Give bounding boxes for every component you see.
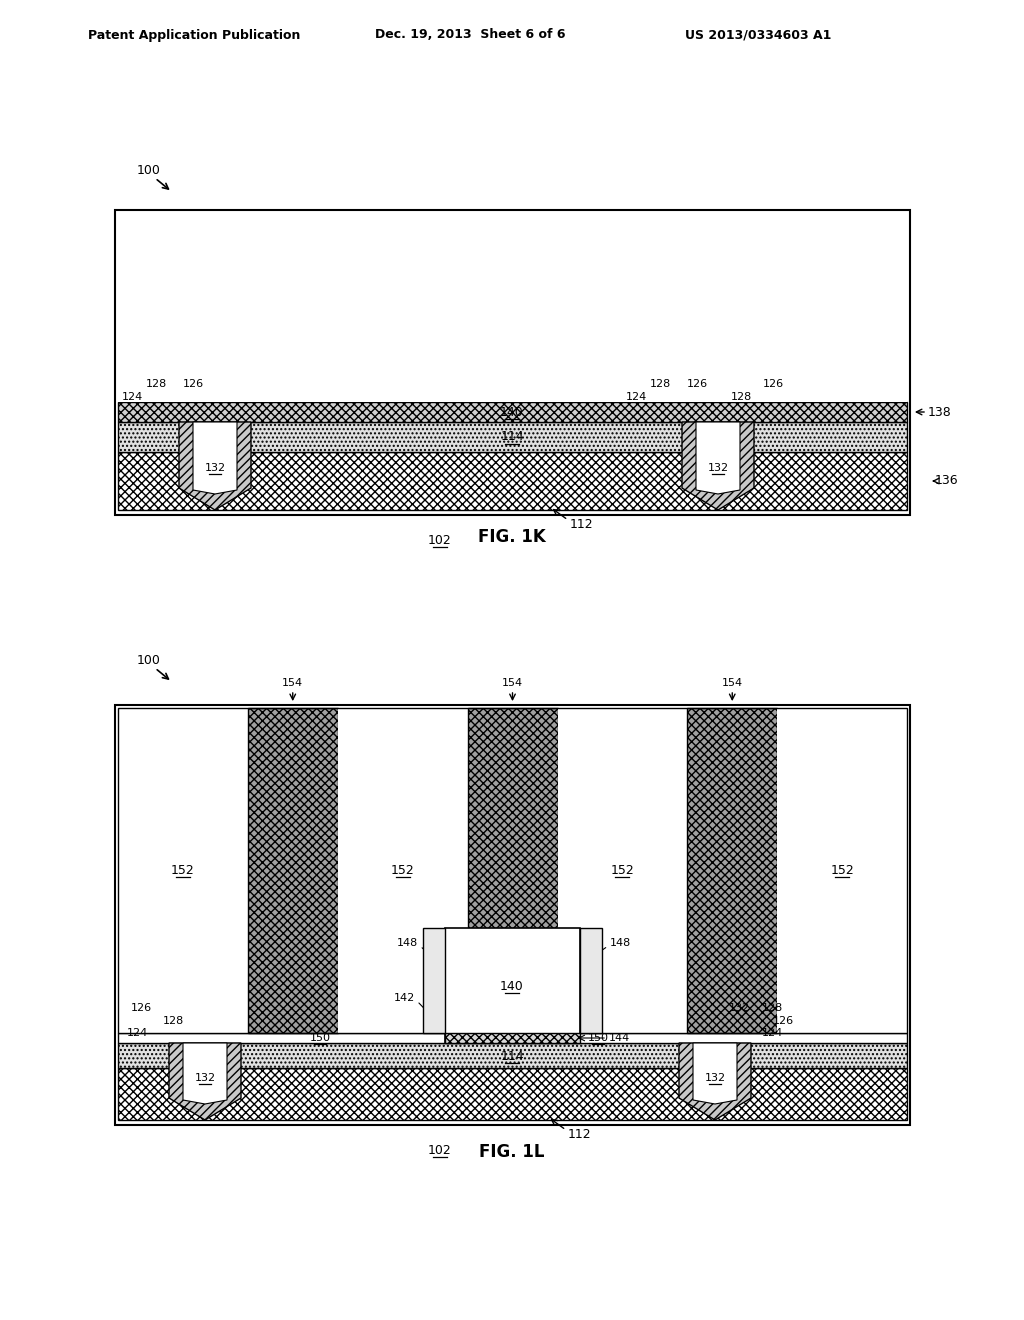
Text: 132: 132 — [708, 463, 728, 473]
Text: 126: 126 — [131, 1003, 152, 1012]
Text: 114: 114 — [500, 430, 524, 444]
Text: 136: 136 — [935, 474, 958, 487]
Text: 152: 152 — [610, 865, 634, 876]
Text: 128: 128 — [163, 1016, 184, 1026]
Text: 128: 128 — [731, 392, 752, 403]
Bar — [118, 451, 907, 510]
Bar — [338, 708, 468, 1034]
Text: FIG. 1L: FIG. 1L — [479, 1143, 545, 1162]
Bar — [445, 1034, 580, 1043]
Text: 142: 142 — [394, 993, 415, 1003]
Bar — [248, 708, 338, 1034]
Bar — [118, 403, 907, 422]
Text: 150: 150 — [309, 1034, 331, 1043]
Text: 152: 152 — [391, 865, 415, 876]
Bar — [115, 705, 910, 1125]
Text: 102: 102 — [428, 1143, 452, 1156]
Text: 114: 114 — [500, 1049, 524, 1063]
Polygon shape — [693, 1043, 737, 1104]
Text: 140: 140 — [500, 405, 524, 418]
Text: 152: 152 — [830, 865, 854, 876]
Text: 132: 132 — [705, 1073, 726, 1082]
Polygon shape — [696, 422, 740, 494]
Text: 100: 100 — [137, 164, 161, 177]
Text: 128: 128 — [145, 379, 167, 389]
Text: 154: 154 — [283, 678, 303, 688]
Polygon shape — [193, 422, 237, 494]
Polygon shape — [679, 1043, 751, 1119]
Bar — [118, 708, 907, 1034]
Bar — [445, 928, 580, 1043]
Text: 100: 100 — [137, 653, 161, 667]
Text: 132: 132 — [195, 1073, 216, 1082]
Text: 112: 112 — [570, 517, 594, 531]
Text: 128: 128 — [762, 1003, 783, 1012]
Text: 132: 132 — [729, 1003, 750, 1012]
Bar — [423, 928, 445, 1034]
Polygon shape — [169, 1043, 241, 1119]
Bar — [580, 928, 602, 1034]
Polygon shape — [682, 422, 754, 510]
Text: Patent Application Publication: Patent Application Publication — [88, 29, 300, 41]
Bar — [687, 708, 777, 1034]
Text: 128: 128 — [649, 379, 671, 389]
Bar — [557, 708, 687, 1034]
Text: 126: 126 — [183, 379, 204, 389]
Text: US 2013/0334603 A1: US 2013/0334603 A1 — [685, 29, 831, 41]
Bar — [468, 708, 557, 1034]
Polygon shape — [183, 1043, 227, 1104]
Text: 124: 124 — [122, 392, 143, 403]
Bar — [777, 708, 907, 1034]
Text: Dec. 19, 2013  Sheet 6 of 6: Dec. 19, 2013 Sheet 6 of 6 — [375, 29, 565, 41]
Text: 112: 112 — [568, 1127, 592, 1140]
Text: 124: 124 — [127, 1028, 148, 1038]
Text: 140: 140 — [500, 979, 524, 993]
Bar — [118, 422, 907, 451]
Text: 126: 126 — [687, 379, 709, 389]
Text: 148: 148 — [610, 939, 631, 948]
Text: 154: 154 — [722, 678, 742, 688]
Text: 152: 152 — [171, 865, 195, 876]
Text: 102: 102 — [428, 533, 452, 546]
Bar — [118, 213, 907, 403]
Bar — [118, 1034, 907, 1043]
Bar — [118, 1068, 907, 1119]
Bar — [118, 1043, 907, 1068]
Bar — [115, 210, 910, 515]
Text: FIG. 1K: FIG. 1K — [478, 528, 546, 546]
Text: 144: 144 — [609, 1034, 630, 1043]
Text: 124: 124 — [762, 1028, 783, 1038]
Polygon shape — [179, 422, 251, 510]
Text: 126: 126 — [773, 1016, 795, 1026]
Text: 126: 126 — [763, 379, 784, 389]
Bar — [118, 708, 248, 1034]
Text: 124: 124 — [626, 392, 647, 403]
Text: 138: 138 — [928, 405, 951, 418]
Text: 154: 154 — [502, 678, 523, 688]
Text: 148: 148 — [396, 939, 418, 948]
Text: 150: 150 — [588, 1034, 608, 1043]
Text: 132: 132 — [205, 463, 225, 473]
